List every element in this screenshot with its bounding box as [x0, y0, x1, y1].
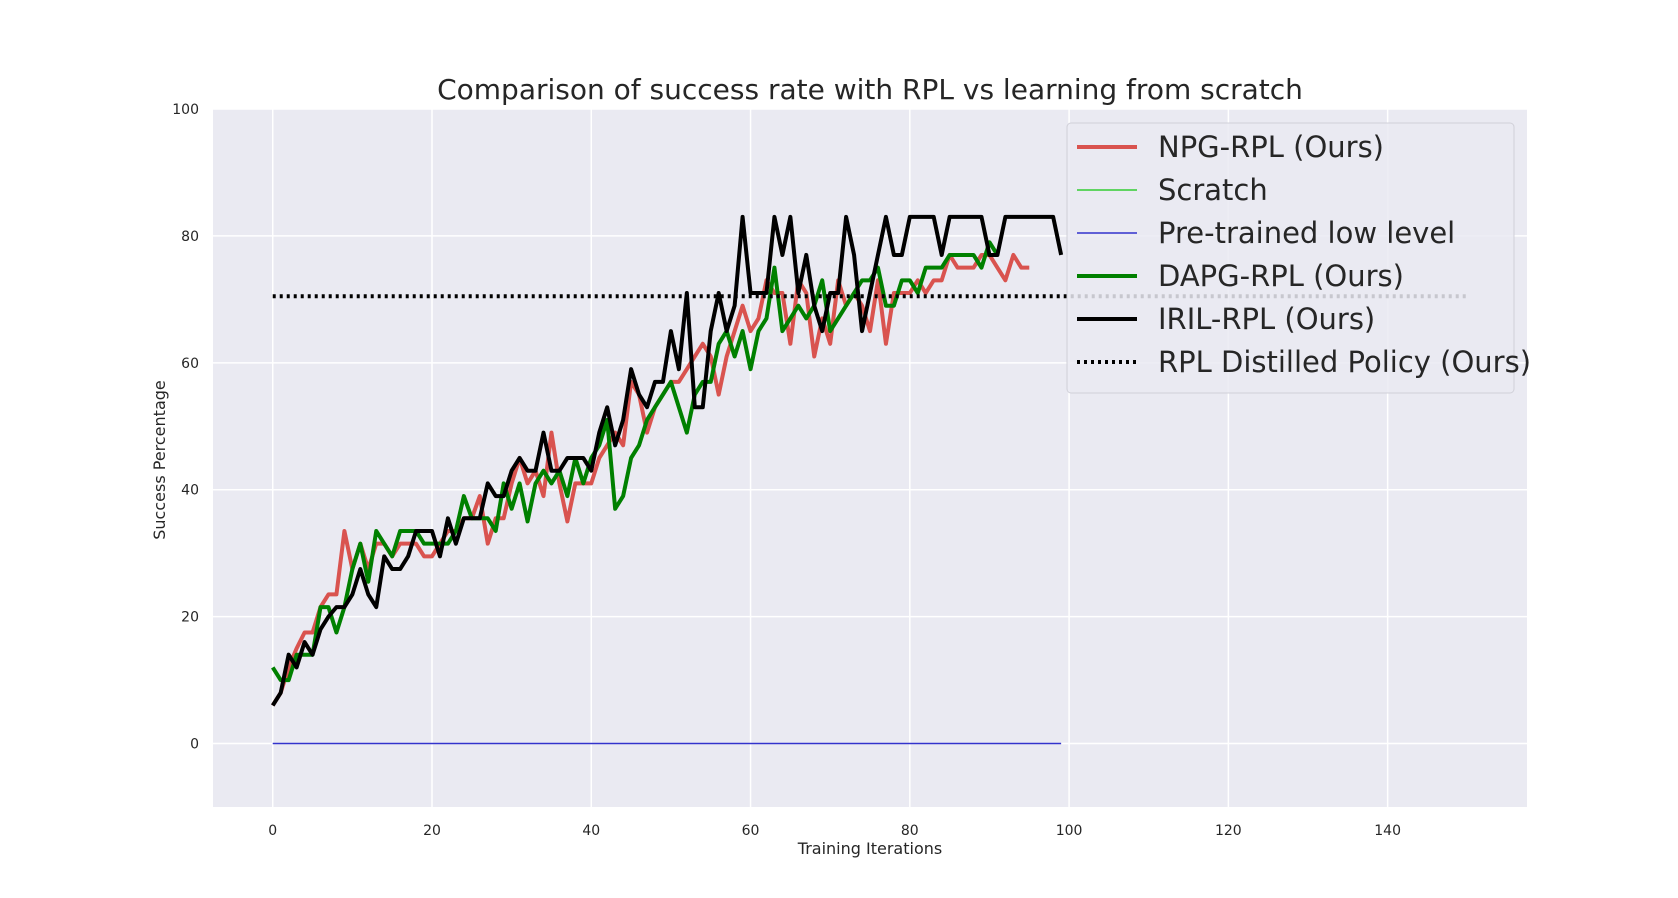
legend-label-0: NPG-RPL (Ours): [1158, 130, 1384, 164]
x-tick-label: 120: [1215, 823, 1242, 839]
legend-label-1: Scratch: [1158, 173, 1268, 207]
y-tick-label: 20: [181, 610, 199, 626]
series-line-0: [271, 252, 1030, 707]
y-tick-label: 100: [172, 102, 199, 118]
x-tick-label: 140: [1374, 823, 1401, 839]
x-tick-label: 0: [268, 823, 277, 839]
x-axis-label: Training Iterations: [797, 839, 942, 858]
y-tick-label: 80: [181, 229, 199, 245]
x-tick-label: 80: [901, 823, 919, 839]
legend-box: [1066, 122, 1515, 394]
x-tick-label: 40: [582, 823, 600, 839]
y-tick-label: 60: [181, 356, 199, 372]
legend-label-2: Pre-trained low level: [1158, 216, 1455, 250]
series-line-4: [271, 214, 1064, 707]
chart-title: Comparison of success rate with RPL vs l…: [437, 73, 1303, 106]
x-tick-label: 60: [742, 823, 760, 839]
legend-label-5: RPL Distilled Policy (Ours): [1158, 345, 1531, 379]
legend: NPG-RPL (Ours) Scratch Pre-trained low lev…: [1066, 122, 1531, 394]
legend-label-3: DAPG-RPL (Ours): [1158, 259, 1404, 293]
y-tick-label: 40: [181, 483, 199, 499]
y-tick-label: 0: [190, 737, 199, 753]
tick-labels: 0 20 40 60 80 100 120 140 0 20 40 60 80 100: [172, 102, 1401, 839]
x-tick-label: 100: [1056, 823, 1083, 839]
x-tick-label: 20: [423, 823, 441, 839]
legend-label-4: IRIL-RPL (Ours): [1158, 302, 1375, 336]
y-axis-label: Success Percentage: [150, 380, 169, 540]
